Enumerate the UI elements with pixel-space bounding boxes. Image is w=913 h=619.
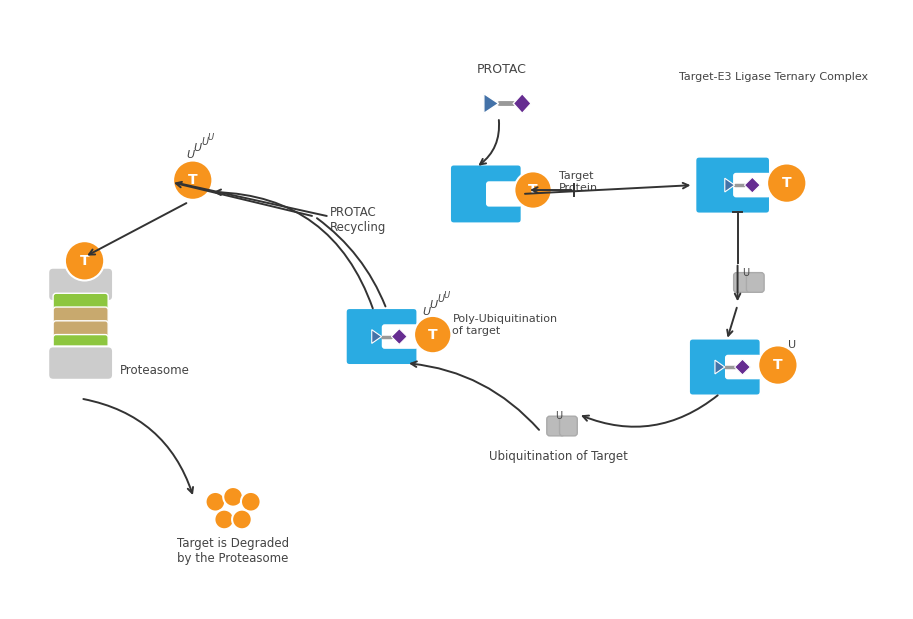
FancyBboxPatch shape [450, 165, 521, 223]
Text: U: U [423, 307, 431, 317]
Text: Poly-Ubiquitination
of target: Poly-Ubiquitination of target [452, 314, 558, 335]
FancyBboxPatch shape [733, 173, 771, 197]
Circle shape [224, 487, 243, 507]
Text: E3 Ligase: E3 Ligase [698, 400, 751, 410]
FancyBboxPatch shape [53, 335, 108, 354]
Text: E3 Ligase: E3 Ligase [707, 219, 759, 228]
Text: U: U [555, 411, 562, 421]
Text: U: U [788, 340, 796, 350]
Ellipse shape [514, 171, 551, 209]
Text: Target is Degraded
by the Proteasome: Target is Degraded by the Proteasome [177, 537, 289, 565]
Circle shape [215, 509, 234, 529]
FancyBboxPatch shape [48, 347, 113, 380]
Polygon shape [715, 360, 725, 374]
Text: Target-E3 Ligase Ternary Complex: Target-E3 Ligase Ternary Complex [678, 72, 867, 82]
Text: U: U [201, 137, 208, 147]
Circle shape [232, 509, 252, 529]
Polygon shape [735, 359, 750, 375]
Text: U: U [430, 300, 437, 310]
FancyBboxPatch shape [53, 293, 108, 313]
Text: T: T [782, 176, 792, 190]
Text: T: T [773, 358, 782, 372]
Polygon shape [392, 329, 407, 344]
Polygon shape [484, 93, 498, 113]
Polygon shape [372, 330, 382, 344]
Text: U: U [194, 143, 202, 153]
FancyBboxPatch shape [734, 272, 751, 292]
Ellipse shape [65, 241, 104, 280]
FancyBboxPatch shape [560, 416, 577, 436]
Text: T: T [529, 183, 538, 197]
Text: E3 Ligase: E3 Ligase [459, 228, 512, 238]
Polygon shape [744, 177, 761, 193]
Text: U: U [437, 294, 444, 304]
FancyBboxPatch shape [382, 324, 418, 349]
Circle shape [205, 492, 226, 511]
FancyBboxPatch shape [346, 308, 417, 365]
Text: T: T [428, 327, 437, 342]
Polygon shape [513, 93, 531, 113]
Ellipse shape [414, 316, 451, 353]
Text: Proteasome: Proteasome [120, 365, 190, 378]
Text: U: U [207, 133, 214, 142]
Text: Ubiquitination of Target: Ubiquitination of Target [489, 449, 628, 462]
FancyBboxPatch shape [53, 307, 108, 327]
Text: PROTAC
Recycling: PROTAC Recycling [330, 206, 386, 233]
Text: U: U [444, 291, 449, 300]
Text: E3 Ligase: E3 Ligase [355, 370, 408, 380]
Polygon shape [725, 178, 735, 192]
Text: T: T [79, 254, 89, 268]
Ellipse shape [758, 345, 798, 385]
FancyBboxPatch shape [547, 416, 564, 436]
Circle shape [241, 492, 260, 511]
FancyBboxPatch shape [53, 321, 108, 340]
Text: Target
Protein: Target Protein [559, 171, 598, 193]
FancyBboxPatch shape [486, 181, 522, 207]
FancyBboxPatch shape [725, 355, 761, 379]
Text: U: U [742, 267, 749, 278]
Text: PROTAC: PROTAC [477, 63, 527, 76]
Text: T: T [188, 173, 197, 187]
Ellipse shape [767, 163, 806, 203]
Ellipse shape [173, 160, 213, 200]
FancyBboxPatch shape [696, 157, 770, 214]
FancyBboxPatch shape [48, 267, 113, 301]
Text: U: U [187, 150, 194, 160]
FancyBboxPatch shape [747, 272, 764, 292]
FancyBboxPatch shape [689, 339, 761, 396]
